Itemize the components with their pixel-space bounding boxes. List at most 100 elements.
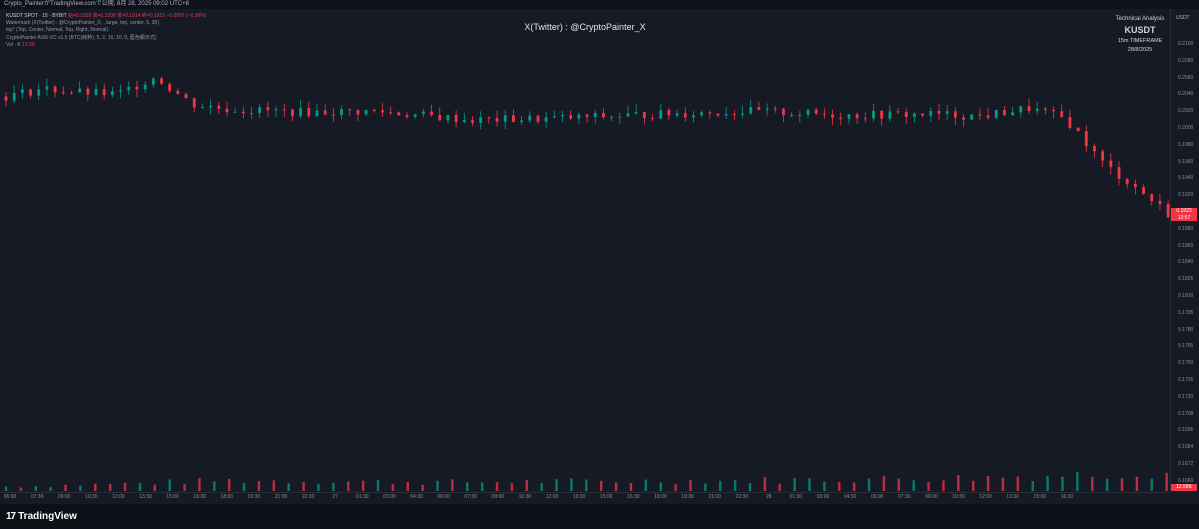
- volume-bar: [644, 479, 648, 491]
- candle-body: [602, 113, 605, 118]
- price-tick-label: 0.2000: [1178, 125, 1194, 131]
- volume-bar: [689, 480, 692, 491]
- candle-body: [552, 116, 556, 118]
- analysis-date: 28/8/2025: [1127, 47, 1153, 53]
- candle-body: [978, 114, 982, 116]
- publication-header: Crypto_PainterがTradingView.comで公開, 8月 28…: [0, 0, 1199, 9]
- candle-body: [397, 112, 401, 116]
- candle-body: [823, 113, 826, 115]
- candle-body: [127, 86, 131, 91]
- candle-body: [503, 115, 507, 122]
- candle-body: [814, 109, 818, 114]
- candle-body: [479, 117, 483, 123]
- price-axis-currency[interactable]: USDT: [1176, 15, 1190, 21]
- candle-body: [471, 120, 474, 123]
- candle-body: [70, 92, 73, 94]
- candle-body: [904, 112, 908, 117]
- price-axis[interactable]: [1170, 9, 1199, 492]
- candle-body: [291, 109, 294, 117]
- volume-bar: [823, 481, 826, 491]
- candle-body: [512, 115, 515, 123]
- volume-bar: [957, 475, 960, 491]
- legend-volume-line[interactable]: Vol · K 12.58: [6, 42, 206, 49]
- volume-bar: [347, 481, 350, 491]
- legend-text-indicator[interactable]: top" (Top, Center, Normal, Top, Right, N…: [6, 27, 108, 34]
- legend-symbol[interactable]: KUSDT SPOT · 15 · BYBIT: [6, 13, 67, 19]
- candle-body: [716, 113, 720, 116]
- candle-body: [487, 117, 491, 119]
- candle-body: [1068, 117, 1072, 128]
- candle-body: [1003, 110, 1006, 116]
- price-tick-label: 0.1860: [1178, 242, 1194, 249]
- candle-body: [86, 88, 90, 95]
- candle-body: [168, 83, 172, 91]
- last-price-countdown: 12:57: [1177, 214, 1191, 221]
- candle-body: [953, 111, 957, 118]
- volume-bar: [317, 483, 320, 491]
- price-tick-label: 0.1684: [1178, 444, 1194, 451]
- candle-body: [61, 92, 65, 94]
- candle-body: [839, 117, 843, 119]
- candle-body: [233, 111, 237, 113]
- price-tick-label: 0.1708: [1178, 410, 1194, 417]
- volume-bar: [376, 479, 380, 491]
- candle-body: [651, 118, 654, 120]
- candle-body: [896, 111, 900, 113]
- candle-body: [1109, 160, 1113, 168]
- candle-body: [323, 110, 327, 115]
- candle-body: [143, 84, 147, 90]
- analysis-timeframe: 15m TIMEFRAME: [1117, 38, 1163, 44]
- volume-bar: [287, 483, 290, 491]
- last-price-value: 0.1923: [1176, 208, 1192, 214]
- time-axis[interactable]: [0, 492, 1170, 505]
- volume-bar: [272, 480, 276, 491]
- candle-body: [692, 115, 695, 118]
- candle-body: [642, 112, 646, 119]
- candle-body: [1060, 111, 1064, 118]
- analysis-symbol: KUSDT: [1124, 25, 1156, 35]
- volume-bar: [570, 478, 573, 491]
- candle-body: [356, 110, 360, 115]
- volume-bar: [808, 478, 811, 491]
- candle-body: [806, 109, 810, 115]
- candle-body: [872, 110, 875, 119]
- time-tick-label: 09:00: [925, 494, 938, 500]
- candle-body: [1019, 106, 1023, 113]
- volume-bar: [302, 481, 305, 491]
- candle-body: [724, 114, 728, 116]
- time-tick-label: 15:00: [1033, 494, 1047, 500]
- volume-bar: [1105, 478, 1109, 491]
- candle-body: [1052, 110, 1055, 112]
- candle-body: [1043, 108, 1047, 111]
- candle-body: [192, 98, 196, 108]
- candle-body: [389, 112, 393, 114]
- legend-watermark-indicator[interactable]: Watermark (X(Twitter) : @CryptoPainter_X…: [6, 20, 159, 27]
- volume-bar: [600, 480, 603, 491]
- volume-bar: [897, 478, 900, 491]
- legend-asr-indicator[interactable]: CryptoPainter ASR-VC v1.5 (BTC(純粋), 5, 2…: [6, 34, 157, 41]
- volume-bar: [242, 482, 246, 491]
- candle-body: [274, 109, 278, 111]
- volume-bar: [495, 482, 499, 491]
- legend-symbol-line: KUSDT SPOT · 15 · BYBIT 始=0.1928 高=0.193…: [6, 13, 206, 20]
- tradingview-logo[interactable]: 17 TradingView: [6, 511, 77, 522]
- candle-body: [528, 115, 532, 121]
- candle-body: [1158, 200, 1162, 204]
- candle-body: [45, 86, 49, 90]
- volume-bar: [1061, 476, 1064, 491]
- volume-bar: [94, 483, 97, 491]
- candle-body: [659, 110, 663, 119]
- volume-bar: [421, 484, 424, 491]
- candle-body: [1027, 106, 1031, 111]
- time-tick-label: 06:00: [3, 494, 17, 500]
- time-tick-label: 07:30: [898, 494, 911, 500]
- candle-body: [773, 108, 777, 110]
- legend-ohlc: 始=0.1928 高=0.1936 低=0.1914 終=0.1923 −0.0…: [67, 13, 207, 19]
- last-price-label: 0.1923 12:57: [1171, 208, 1197, 221]
- candle-body: [225, 108, 229, 113]
- price-tick-label: 0.1795: [1178, 309, 1194, 316]
- volume-bar: [704, 483, 707, 491]
- candle-body: [160, 78, 163, 84]
- candle-body: [610, 116, 614, 118]
- volume-bar: [1031, 481, 1034, 491]
